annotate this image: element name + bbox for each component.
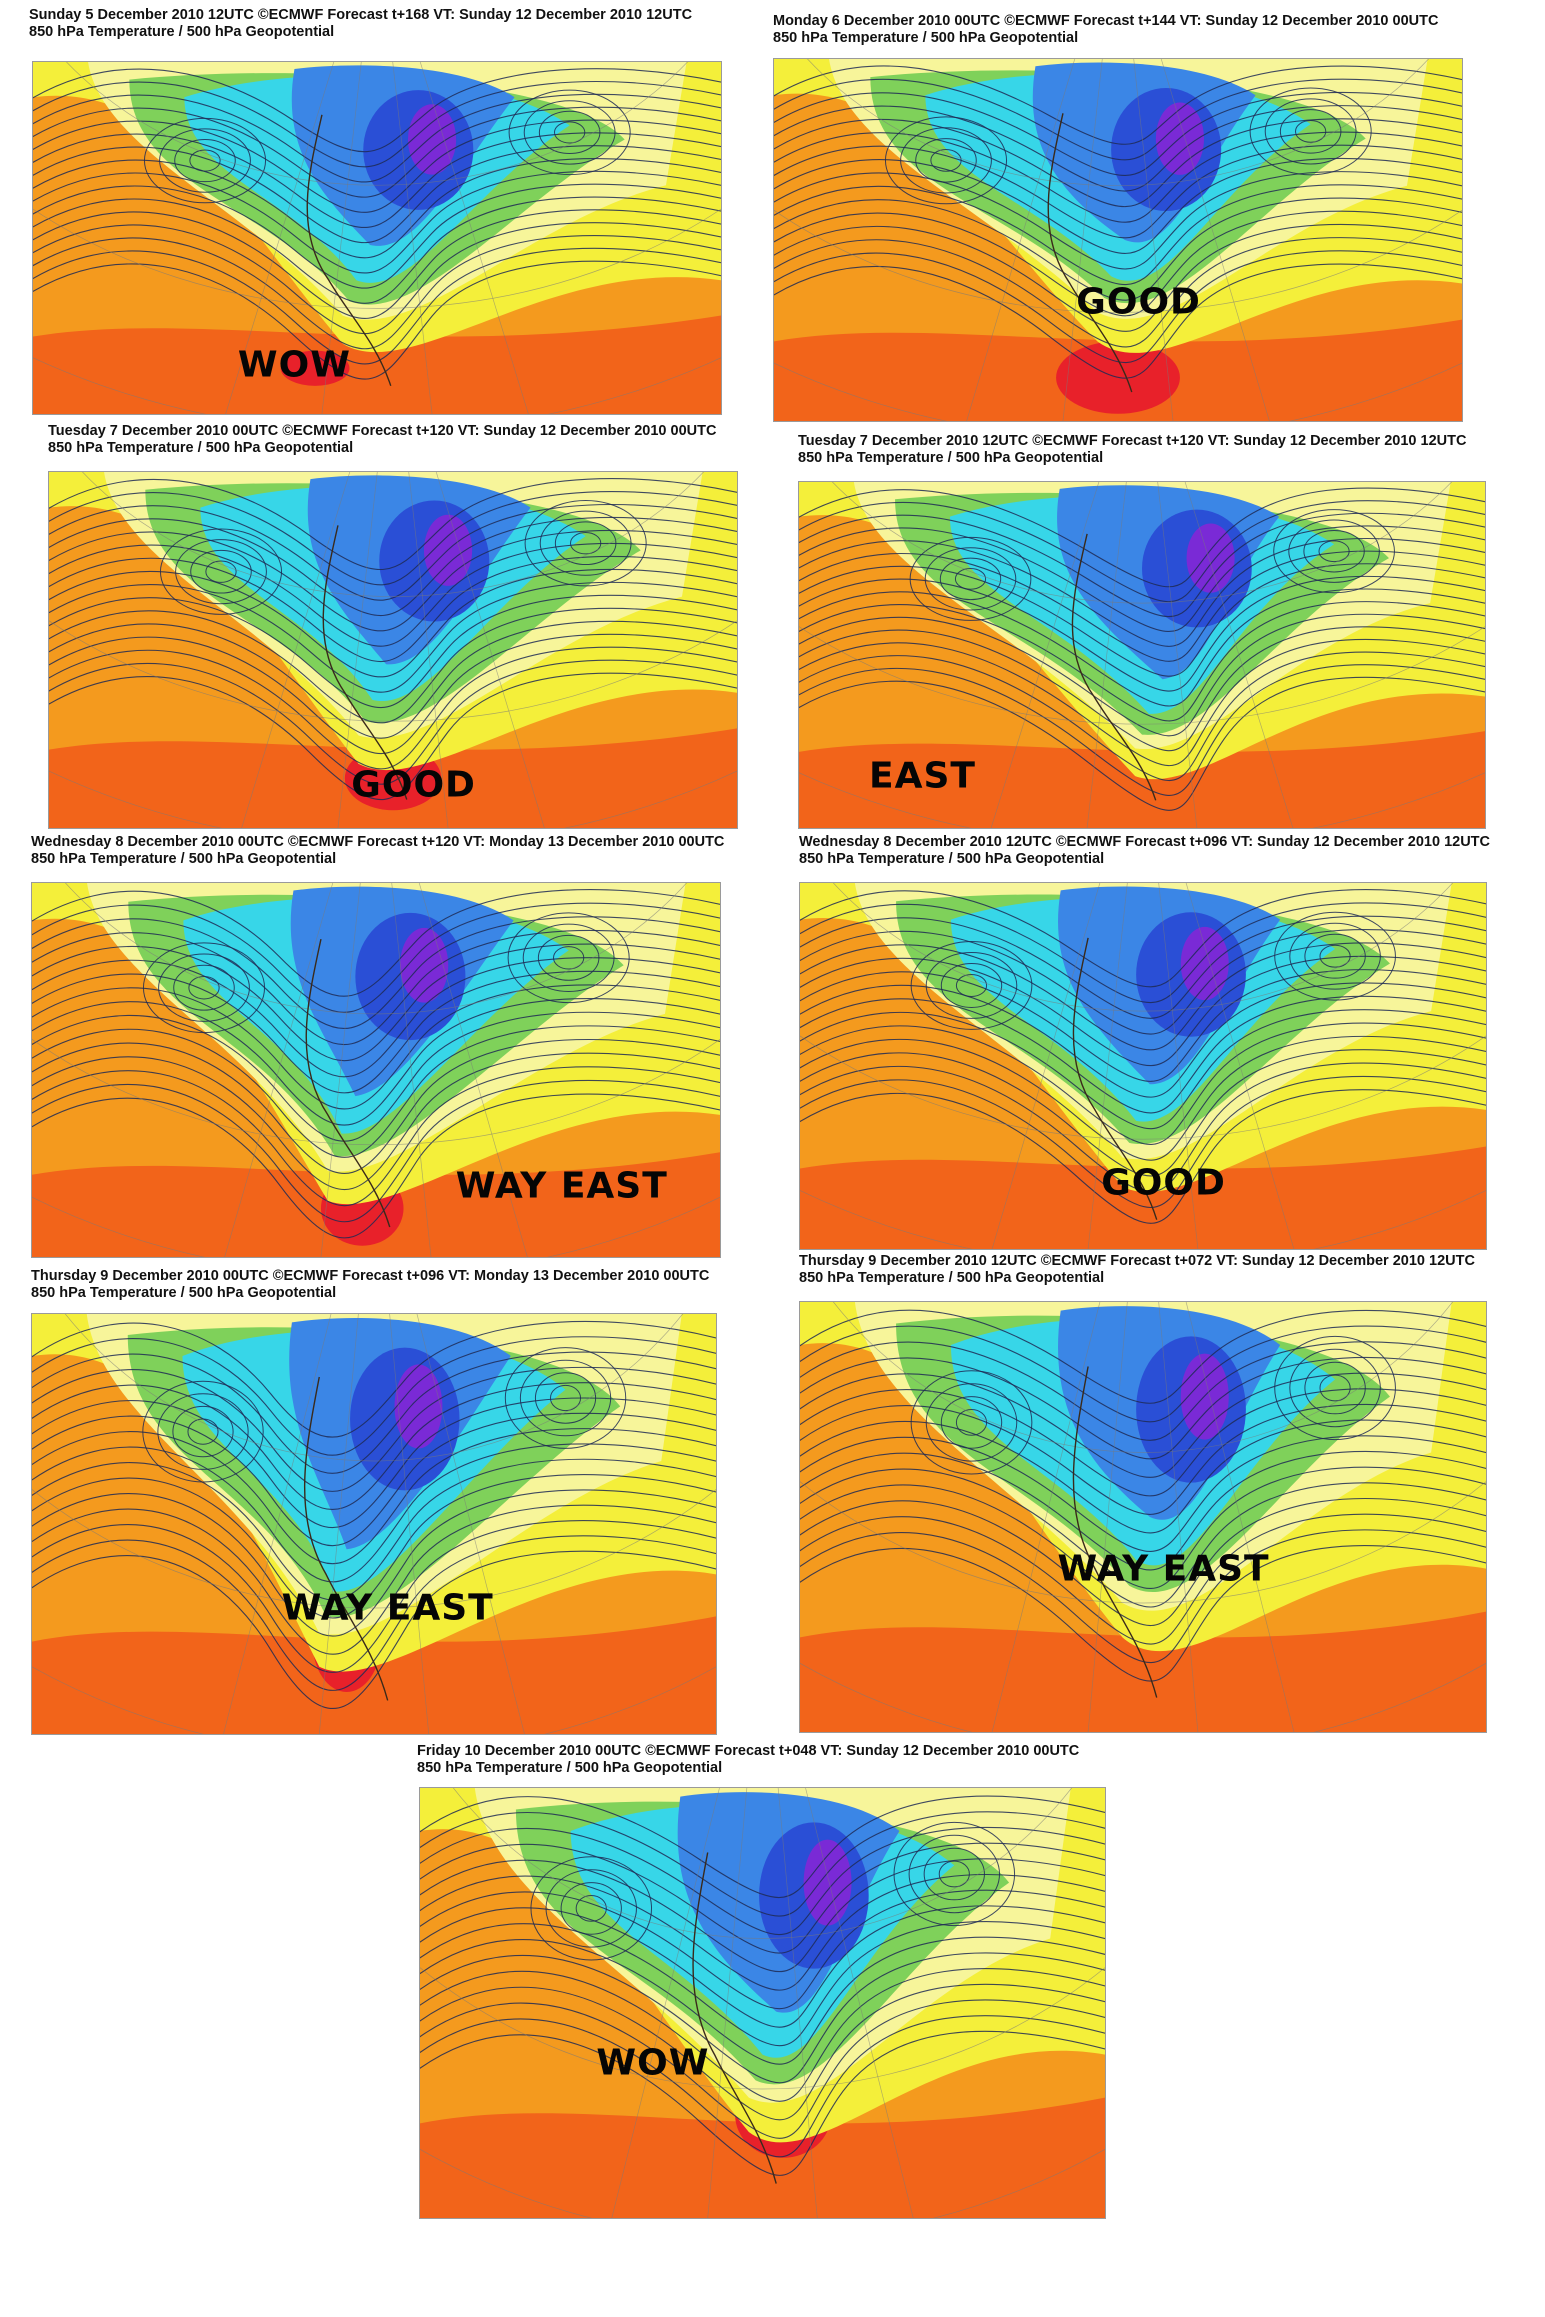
- forecast-map: WAY EAST: [799, 1301, 1487, 1733]
- panel-9: Friday 10 December 2010 00UTC ©ECMWF For…: [417, 1743, 1137, 2223]
- map-graphic: [799, 482, 1485, 828]
- map-graphic: [32, 1314, 716, 1734]
- annotation-label: GOOD: [351, 764, 476, 806]
- map-graphic: [800, 1302, 1486, 1732]
- panel-title: Thursday 9 December 2010 00UTC ©ECMWF Fo…: [31, 1268, 710, 1284]
- panel-caption: Tuesday 7 December 2010 00UTC ©ECMWF For…: [48, 423, 716, 457]
- panel-3: Tuesday 7 December 2010 00UTC ©ECMWF For…: [48, 423, 748, 833]
- annotation-label: WAY EAST: [1057, 1548, 1270, 1590]
- map-graphic: [49, 472, 737, 828]
- panel-subtitle: 850 hPa Temperature / 500 hPa Geopotenti…: [799, 851, 1105, 867]
- panel-subtitle: 850 hPa Temperature / 500 hPa Geopotenti…: [798, 450, 1104, 466]
- forecast-map: GOOD: [799, 882, 1487, 1250]
- panel-1: Sunday 5 December 2010 12UTC ©ECMWF Fore…: [29, 7, 749, 417]
- forecast-map: WOW: [419, 1787, 1106, 2219]
- panel-subtitle: 850 hPa Temperature / 500 hPa Geopotenti…: [773, 30, 1079, 46]
- map-graphic: [33, 62, 721, 414]
- panel-title: Wednesday 8 December 2010 00UTC ©ECMWF F…: [31, 834, 725, 850]
- panel-2: Monday 6 December 2010 00UTC ©ECMWF Fore…: [773, 13, 1493, 433]
- forecast-map: WOW: [32, 61, 722, 415]
- annotation-label: WAY EAST: [281, 1587, 494, 1629]
- panel-title: Tuesday 7 December 2010 12UTC ©ECMWF For…: [798, 433, 1467, 449]
- panel-6: Wednesday 8 December 2010 12UTC ©ECMWF F…: [799, 834, 1519, 1254]
- panel-subtitle: 850 hPa Temperature / 500 hPa Geopotenti…: [29, 24, 335, 40]
- panel-caption: Wednesday 8 December 2010 12UTC ©ECMWF F…: [799, 834, 1490, 868]
- panel-8: Thursday 9 December 2010 12UTC ©ECMWF Fo…: [799, 1253, 1519, 1738]
- panel-title: Wednesday 8 December 2010 12UTC ©ECMWF F…: [799, 834, 1490, 850]
- annotation-label: WOW: [596, 2042, 710, 2084]
- forecast-map: WAY EAST: [31, 1313, 717, 1735]
- panel-caption: Thursday 9 December 2010 00UTC ©ECMWF Fo…: [31, 1268, 709, 1302]
- annotation-label: WAY EAST: [455, 1165, 668, 1207]
- panel-caption: Thursday 9 December 2010 12UTC ©ECMWF Fo…: [799, 1253, 1475, 1287]
- annotation-label: GOOD: [1101, 1162, 1226, 1204]
- panel-title: Thursday 9 December 2010 12UTC ©ECMWF Fo…: [799, 1253, 1475, 1269]
- panel-subtitle: 850 hPa Temperature / 500 hPa Geopotenti…: [31, 851, 337, 867]
- panel-subtitle: 850 hPa Temperature / 500 hPa Geopotenti…: [417, 1760, 723, 1776]
- annotation-label: EAST: [869, 755, 976, 797]
- panel-title: Monday 6 December 2010 00UTC ©ECMWF Fore…: [773, 13, 1439, 29]
- forecast-map: EAST: [798, 481, 1486, 829]
- annotation-label: WOW: [237, 344, 351, 386]
- panel-title: Tuesday 7 December 2010 00UTC ©ECMWF For…: [48, 423, 717, 439]
- forecast-map: GOOD: [773, 58, 1463, 422]
- panel-caption: Wednesday 8 December 2010 00UTC ©ECMWF F…: [31, 834, 724, 868]
- panel-5: Wednesday 8 December 2010 00UTC ©ECMWF F…: [31, 834, 751, 1259]
- forecast-map: GOOD: [48, 471, 738, 829]
- panel-7: Thursday 9 December 2010 00UTC ©ECMWF Fo…: [31, 1268, 751, 1738]
- map-graphic: [774, 59, 1462, 421]
- panel-subtitle: 850 hPa Temperature / 500 hPa Geopotenti…: [48, 440, 354, 456]
- panel-caption: Monday 6 December 2010 00UTC ©ECMWF Fore…: [773, 13, 1438, 47]
- panel-subtitle: 850 hPa Temperature / 500 hPa Geopotenti…: [799, 1270, 1105, 1286]
- panel-caption: Sunday 5 December 2010 12UTC ©ECMWF Fore…: [29, 7, 692, 41]
- map-graphic: [800, 883, 1486, 1249]
- panel-caption: Tuesday 7 December 2010 12UTC ©ECMWF For…: [798, 433, 1466, 467]
- annotation-label: GOOD: [1076, 281, 1201, 323]
- map-graphic: [420, 1788, 1105, 2218]
- panel-caption: Friday 10 December 2010 00UTC ©ECMWF For…: [417, 1743, 1079, 1777]
- panel-4: Tuesday 7 December 2010 12UTC ©ECMWF For…: [798, 433, 1518, 833]
- panel-title: Sunday 5 December 2010 12UTC ©ECMWF Fore…: [29, 7, 693, 23]
- forecast-map: WAY EAST: [31, 882, 721, 1258]
- panel-subtitle: 850 hPa Temperature / 500 hPa Geopotenti…: [31, 1285, 337, 1301]
- panel-title: Friday 10 December 2010 00UTC ©ECMWF For…: [417, 1743, 1080, 1759]
- map-graphic: [32, 883, 720, 1257]
